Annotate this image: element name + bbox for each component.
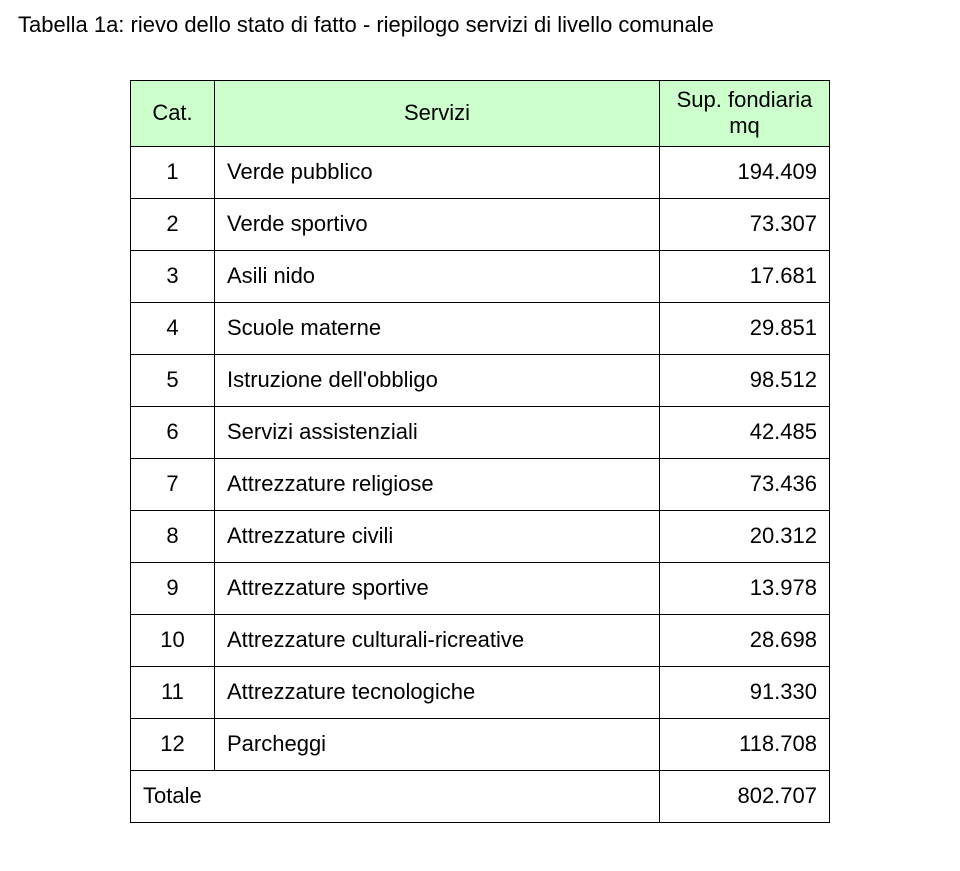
cell-cat: 4 [131,302,215,354]
cell-cat: 2 [131,198,215,250]
table-row: 2 Verde sportivo 73.307 [131,198,830,250]
cell-servizio: Scuole materne [215,302,660,354]
cell-valore: 17.681 [660,250,830,302]
cell-servizio: Asili nido [215,250,660,302]
total-row: Totale 802.707 [131,770,830,822]
table-row: 10 Attrezzature culturali-ricreative 28.… [131,614,830,666]
cell-valore: 118.708 [660,718,830,770]
table-row: 6 Servizi assistenziali 42.485 [131,406,830,458]
cell-cat: 3 [131,250,215,302]
cell-cat: 7 [131,458,215,510]
cell-cat: 1 [131,146,215,198]
table-body: 1 Verde pubblico 194.409 2 Verde sportiv… [131,146,830,822]
cell-servizio: Servizi assistenziali [215,406,660,458]
header-servizi: Servizi [215,81,660,147]
cell-servizio: Attrezzature sportive [215,562,660,614]
total-value: 802.707 [660,770,830,822]
cell-servizio: Attrezzature religiose [215,458,660,510]
cell-cat: 9 [131,562,215,614]
table-row: 12 Parcheggi 118.708 [131,718,830,770]
cell-servizio: Attrezzature culturali-ricreative [215,614,660,666]
cell-cat: 10 [131,614,215,666]
table-row: 11 Attrezzature tecnologiche 91.330 [131,666,830,718]
table-row: 1 Verde pubblico 194.409 [131,146,830,198]
cell-servizio: Verde sportivo [215,198,660,250]
table-row: 8 Attrezzature civili 20.312 [131,510,830,562]
cell-valore: 194.409 [660,146,830,198]
table-row: 9 Attrezzature sportive 13.978 [131,562,830,614]
cell-valore: 20.312 [660,510,830,562]
header-value: Sup. fondiaria mq [660,81,830,147]
cell-cat: 5 [131,354,215,406]
header-row: Cat. Servizi Sup. fondiaria mq [131,81,830,147]
cell-servizio: Istruzione dell'obbligo [215,354,660,406]
cell-valore: 73.436 [660,458,830,510]
total-label: Totale [131,770,660,822]
cell-valore: 29.851 [660,302,830,354]
header-cat: Cat. [131,81,215,147]
table-row: 7 Attrezzature religiose 73.436 [131,458,830,510]
table-title: Tabella 1a: rievo dello stato di fatto -… [18,12,942,38]
header-value-line2: mq [672,113,817,139]
services-table: Cat. Servizi Sup. fondiaria mq 1 Verde p… [130,80,830,823]
cell-cat: 12 [131,718,215,770]
cell-servizio: Verde pubblico [215,146,660,198]
cell-valore: 28.698 [660,614,830,666]
page: Tabella 1a: rievo dello stato di fatto -… [0,0,960,871]
cell-cat: 11 [131,666,215,718]
table-row: 5 Istruzione dell'obbligo 98.512 [131,354,830,406]
table-row: 3 Asili nido 17.681 [131,250,830,302]
cell-cat: 6 [131,406,215,458]
cell-valore: 13.978 [660,562,830,614]
cell-cat: 8 [131,510,215,562]
cell-valore: 98.512 [660,354,830,406]
cell-valore: 91.330 [660,666,830,718]
cell-servizio: Attrezzature civili [215,510,660,562]
table-row: 4 Scuole materne 29.851 [131,302,830,354]
cell-servizio: Parcheggi [215,718,660,770]
cell-valore: 73.307 [660,198,830,250]
cell-valore: 42.485 [660,406,830,458]
table-wrap: Cat. Servizi Sup. fondiaria mq 1 Verde p… [130,80,830,823]
cell-servizio: Attrezzature tecnologiche [215,666,660,718]
header-value-line1: Sup. fondiaria [672,87,817,113]
